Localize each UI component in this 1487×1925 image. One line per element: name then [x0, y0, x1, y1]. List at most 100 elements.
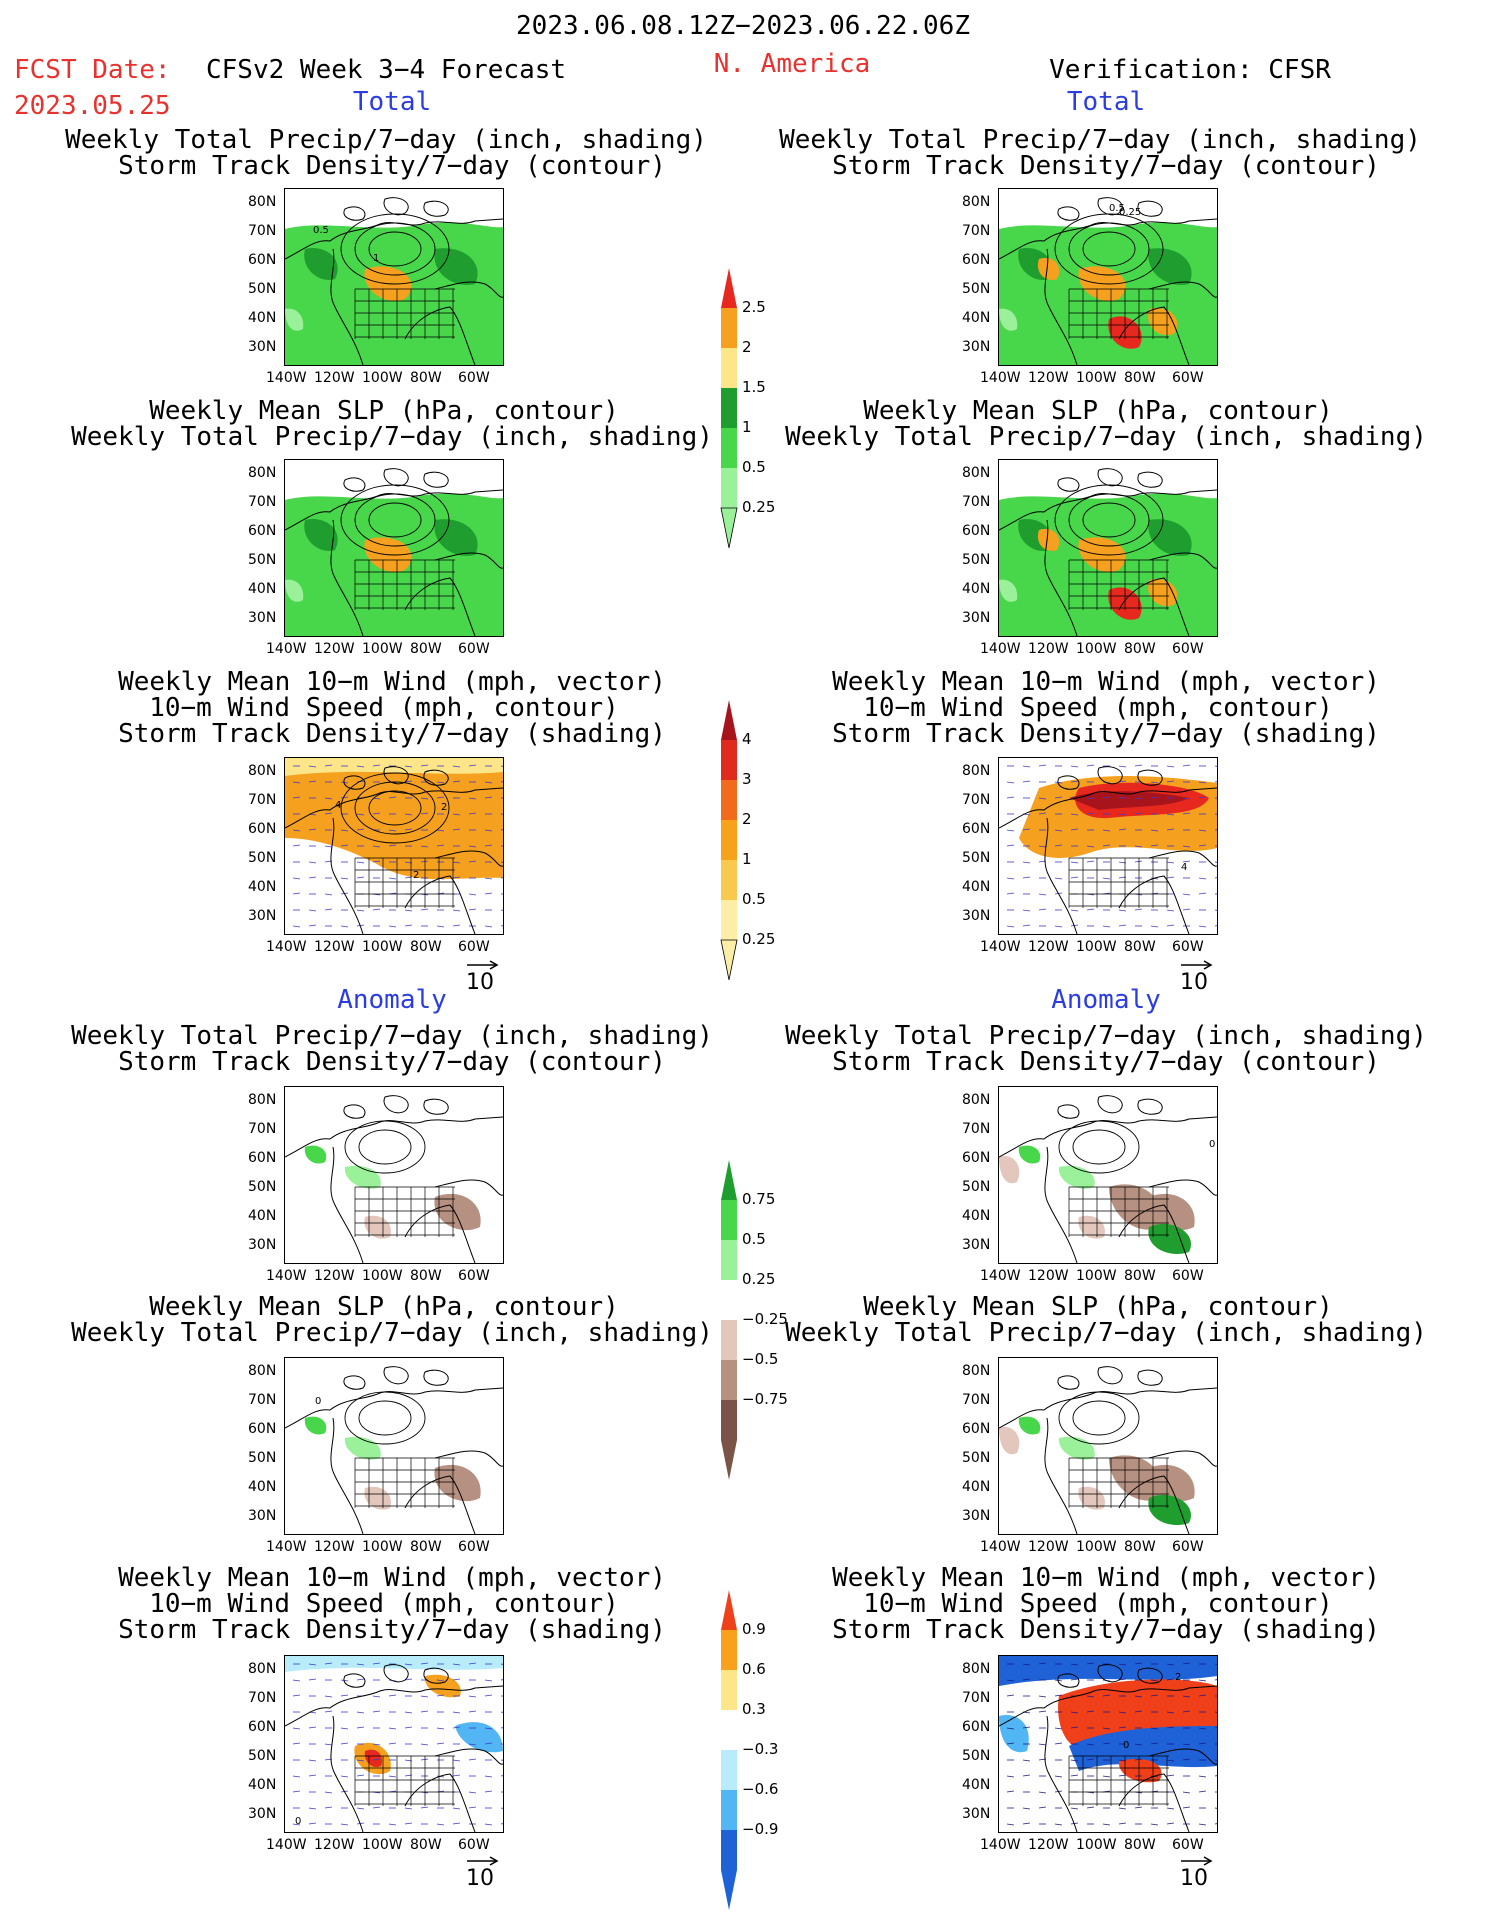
lon-tick: 120W	[314, 1837, 355, 1853]
lat-tick: 70N	[248, 1690, 277, 1706]
map-panel-L1: 0.5 1	[284, 188, 504, 366]
lat-tick: 70N	[962, 792, 991, 808]
colorbar-swatch	[721, 268, 737, 308]
colorbar-swatch	[721, 900, 737, 940]
lat-tick: 50N	[248, 1179, 277, 1195]
lat-tick: 40N	[962, 1479, 991, 1495]
arrow-right-icon	[467, 1856, 499, 1866]
lat-tick: 50N	[962, 850, 991, 866]
colorbar-swatch	[721, 1280, 737, 1320]
vector-ref-value: 10	[1180, 970, 1208, 995]
colorbar-swatch	[721, 1590, 737, 1630]
section-anomaly-right: Anomaly	[1051, 985, 1161, 1015]
lat-tick: 30N	[962, 610, 991, 626]
colorbar-swatch	[721, 1200, 737, 1240]
contour-label: 2	[413, 870, 419, 881]
vector-ref-value: 10	[1180, 1866, 1208, 1891]
colorbar-label: 0.25	[742, 930, 776, 948]
title-L3-3: Storm Track Density/7−day (shading)	[118, 719, 666, 749]
colorbar-swatch	[721, 1320, 737, 1360]
colorbar-swatch	[720, 507, 738, 548]
title-L3-2: 10−m Wind Speed (mph, contour)	[149, 693, 619, 723]
colorbar-swatch	[721, 1750, 737, 1790]
lon-tick: 100W	[1076, 641, 1117, 657]
arrow-right-icon	[1181, 960, 1213, 970]
lat-tick: 40N	[248, 581, 277, 597]
lat-tick: 70N	[962, 494, 991, 510]
vector-ref-R6: 10	[1180, 1856, 1214, 1891]
contour-label: 0.5	[313, 225, 329, 236]
map-panel-L4	[284, 1086, 504, 1264]
colorbar-swatch	[721, 1360, 737, 1400]
lat-tick: 70N	[962, 1690, 991, 1706]
lat-tick: 80N	[248, 194, 277, 210]
colorbar-label: 0.3	[742, 1700, 766, 1718]
contour-label: 2	[441, 802, 447, 813]
lat-tick: 60N	[962, 1150, 991, 1166]
lon-tick: 120W	[1028, 1837, 1069, 1853]
lat-tick: 50N	[248, 1450, 277, 1466]
lon-tick: 140W	[980, 939, 1021, 955]
colorbar-label: 1	[742, 850, 752, 868]
lon-tick: 60W	[1172, 1837, 1204, 1853]
lat-tick: 40N	[248, 310, 277, 326]
lat-tick: 40N	[962, 879, 991, 895]
lat-tick: 70N	[248, 1392, 277, 1408]
lon-tick: 140W	[980, 370, 1021, 386]
colorbar-swatch	[721, 468, 737, 508]
vector-ref-R3: 10	[1180, 960, 1214, 995]
lon-tick: 80W	[410, 1837, 442, 1853]
title-R6-1: Weekly Mean 10−m Wind (mph, vector)	[832, 1563, 1380, 1593]
lat-tick: 60N	[962, 252, 991, 268]
lat-tick: 40N	[962, 1208, 991, 1224]
lon-tick: 80W	[410, 370, 442, 386]
lat-tick: 30N	[248, 610, 277, 626]
colorbar-swatch	[721, 700, 737, 740]
colorbar-swatch	[721, 308, 737, 348]
title-R3-2: 10−m Wind Speed (mph, contour)	[863, 693, 1333, 723]
lat-tick: 80N	[962, 1363, 991, 1379]
contour-label: 2	[1175, 1672, 1181, 1683]
lat-tick: 40N	[248, 1208, 277, 1224]
lon-tick: 120W	[314, 370, 355, 386]
lat-tick: 50N	[962, 1179, 991, 1195]
lon-tick: 80W	[1124, 1837, 1156, 1853]
colorbar-label: 2	[742, 810, 752, 828]
lat-tick: 60N	[962, 1421, 991, 1437]
lon-tick: 100W	[362, 1539, 403, 1555]
lat-tick: 70N	[248, 494, 277, 510]
contour-label: 0	[1209, 1139, 1215, 1150]
lon-tick: 140W	[980, 1539, 1021, 1555]
colorbar-swatch	[721, 1240, 737, 1280]
colorbar-swatch	[721, 740, 737, 780]
section-total-left: Total	[352, 87, 432, 117]
model-title: CFSv2 Week 3−4 Forecast	[206, 55, 567, 85]
lon-tick: 120W	[1028, 1539, 1069, 1555]
lon-tick: 60W	[458, 1837, 490, 1853]
title-R1-1: Weekly Total Precip/7−day (inch, shading…	[779, 125, 1421, 155]
lon-tick: 60W	[1172, 641, 1204, 657]
colorbar-swatch	[721, 1830, 737, 1870]
colorbar-label: −0.9	[742, 1820, 779, 1838]
title-R5-2: Weekly Total Precip/7−day (inch, shading…	[785, 1318, 1427, 1348]
lon-tick: 140W	[266, 1837, 307, 1853]
lat-tick: 70N	[962, 1392, 991, 1408]
colorbar-swatch	[721, 780, 737, 820]
title-R6-3: Storm Track Density/7−day (shading)	[832, 1615, 1380, 1645]
lat-tick: 30N	[962, 1508, 991, 1524]
lat-tick: 50N	[248, 850, 277, 866]
lat-tick: 30N	[962, 908, 991, 924]
lat-tick: 50N	[962, 1748, 991, 1764]
lon-tick: 120W	[314, 1268, 355, 1284]
colorbar-precip_anom	[720, 1160, 738, 1480]
colorbar-swatch	[721, 428, 737, 468]
lat-tick: 30N	[248, 339, 277, 355]
region-title: N. America	[713, 49, 871, 79]
lon-tick: 100W	[1076, 939, 1117, 955]
lon-tick: 100W	[362, 1837, 403, 1853]
colorbar-label: −0.6	[742, 1780, 779, 1798]
lat-tick: 50N	[962, 552, 991, 568]
map-panel-L3: 4 2 2	[284, 757, 504, 935]
lon-tick: 120W	[1028, 1268, 1069, 1284]
colorbar-label: 0.9	[742, 1620, 766, 1638]
